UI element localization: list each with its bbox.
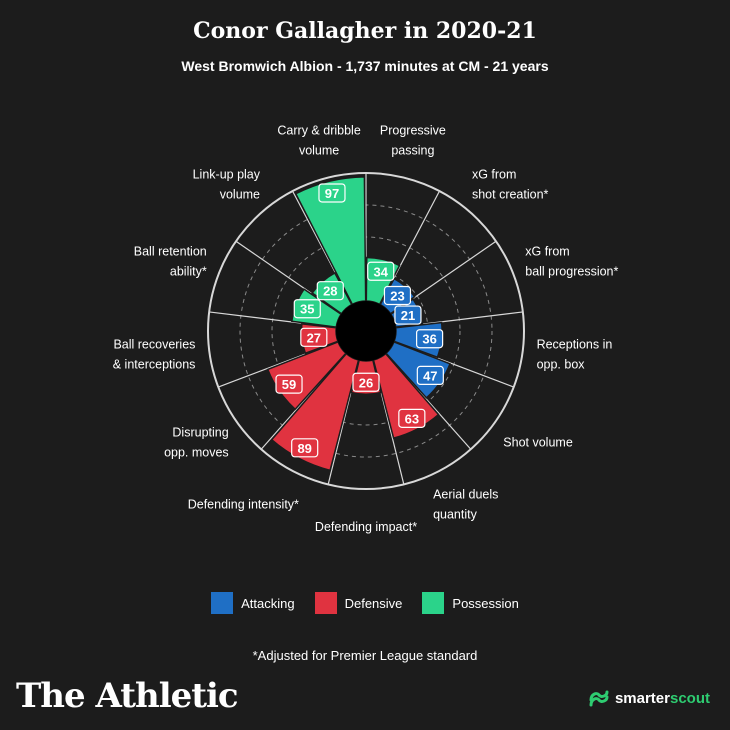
- category-label-12-line-1: volume: [299, 144, 339, 158]
- category-label-6: Defending impact*: [315, 520, 417, 534]
- category-label-4: Shot volume: [503, 435, 573, 449]
- category-label-1-line-0: xG from: [472, 167, 516, 181]
- category-label-9: Ball recoveries & interceptions: [113, 338, 196, 372]
- legend-label-attacking: Attacking: [241, 595, 295, 611]
- category-label-12: Carry & dribble volume: [277, 124, 360, 158]
- category-label-2-line-1: ball progression*: [525, 264, 618, 278]
- legend: Attacking Defensive Possession: [0, 592, 730, 614]
- smarterscout-prefix: smarter: [614, 689, 670, 707]
- value-label-6: 26: [359, 375, 373, 390]
- value-badge-4: [416, 365, 444, 385]
- value-label-5: 63: [405, 411, 419, 426]
- value-badge-7: [291, 438, 319, 458]
- category-label-6-line-0: Defending impact*: [315, 520, 417, 534]
- legend-swatch-possession: [422, 592, 445, 614]
- category-label-5-line-1: quantity: [433, 508, 478, 522]
- value-label-4: 47: [423, 368, 437, 383]
- legend-label-defensive: Defensive: [344, 595, 403, 611]
- value-badge-2: [394, 305, 422, 325]
- footnote: *Adjusted for Premier League standard: [252, 648, 478, 663]
- category-label-7: Defending intensity*: [188, 498, 299, 512]
- value-label-10: 35: [300, 302, 314, 317]
- category-label-7-line-0: Defending intensity*: [188, 498, 299, 512]
- value-label-9: 27: [307, 330, 321, 345]
- category-label-8-line-0: Disrupting: [172, 425, 228, 439]
- category-label-3: Receptions in opp. box: [537, 338, 613, 372]
- category-label-11-line-1: volume: [220, 187, 260, 201]
- chart-subtitle: West Bromwich Albion - 1,737 minutes at …: [181, 58, 549, 74]
- legend-label-possession: Possession: [452, 595, 519, 611]
- smarterscout-logo-icon: [589, 690, 609, 707]
- value-badge-3: [416, 329, 444, 349]
- legend-swatch-attacking: [211, 592, 234, 614]
- category-label-8-line-1: opp. moves: [164, 445, 229, 459]
- smarterscout-logo: smarter scout: [587, 686, 710, 710]
- value-label-1: 23: [390, 288, 404, 303]
- legend-item-attacking: Attacking: [211, 592, 295, 614]
- category-label-9-line-1: & interceptions: [113, 358, 196, 372]
- value-badge-0: [367, 261, 395, 281]
- legend-item-defensive: Defensive: [314, 592, 403, 614]
- category-label-11-line-0: Link-up play: [193, 167, 261, 181]
- value-label-7: 89: [297, 441, 311, 456]
- value-badge-5: [398, 408, 426, 428]
- category-label-0-line-1: passing: [391, 144, 434, 158]
- value-badge-10: [293, 299, 321, 319]
- category-label-3-line-0: Receptions in: [537, 338, 613, 352]
- legend-swatch-defensive: [314, 592, 337, 614]
- value-label-8: 59: [282, 377, 296, 392]
- value-badge-6: [352, 372, 380, 392]
- smarterscout-suffix: scout: [669, 689, 710, 707]
- category-label-1-line-1: shot creation*: [472, 187, 549, 201]
- value-label-11: 28: [323, 284, 337, 299]
- category-label-12-line-0: Carry & dribble: [277, 124, 360, 138]
- value-badge-9: [300, 327, 328, 347]
- value-badge-1: [383, 285, 412, 306]
- category-label-9-line-0: Ball recoveries: [113, 338, 195, 352]
- category-label-11: Link-up play volume: [193, 167, 261, 201]
- value-label-3: 36: [422, 332, 436, 347]
- category-label-0-line-0: Progressive: [380, 124, 446, 138]
- category-label-4-line-0: Shot volume: [503, 435, 573, 449]
- the-athletic-logo: The Athletic: [16, 676, 239, 716]
- chart-title: Conor Gallagher in 2020-21: [193, 18, 537, 44]
- category-label-1: xG from shot creation*: [472, 167, 549, 201]
- category-label-3-line-1: opp. box: [537, 358, 586, 372]
- value-badge-12: [318, 183, 346, 203]
- category-label-0: Progressive passing: [380, 124, 446, 158]
- value-label-2: 21: [401, 308, 415, 323]
- value-label-0: 34: [373, 264, 388, 279]
- value-badge-11: [316, 281, 344, 301]
- category-label-10: Ball retention ability*: [134, 244, 207, 278]
- category-label-5: Aerial duels quantity: [433, 488, 498, 522]
- center-hole: [336, 301, 396, 361]
- category-label-10-line-1: ability*: [170, 264, 207, 278]
- value-badge-8: [275, 374, 303, 394]
- value-label-12: 97: [325, 186, 339, 201]
- category-label-10-line-0: Ball retention: [134, 244, 207, 258]
- category-label-8: Disrupting opp. moves: [164, 425, 229, 459]
- category-label-2-line-0: xG from: [525, 244, 569, 258]
- category-label-2: xG from ball progression*: [525, 244, 618, 278]
- category-label-5-line-0: Aerial duels: [433, 488, 498, 502]
- legend-item-possession: Possession: [422, 592, 519, 614]
